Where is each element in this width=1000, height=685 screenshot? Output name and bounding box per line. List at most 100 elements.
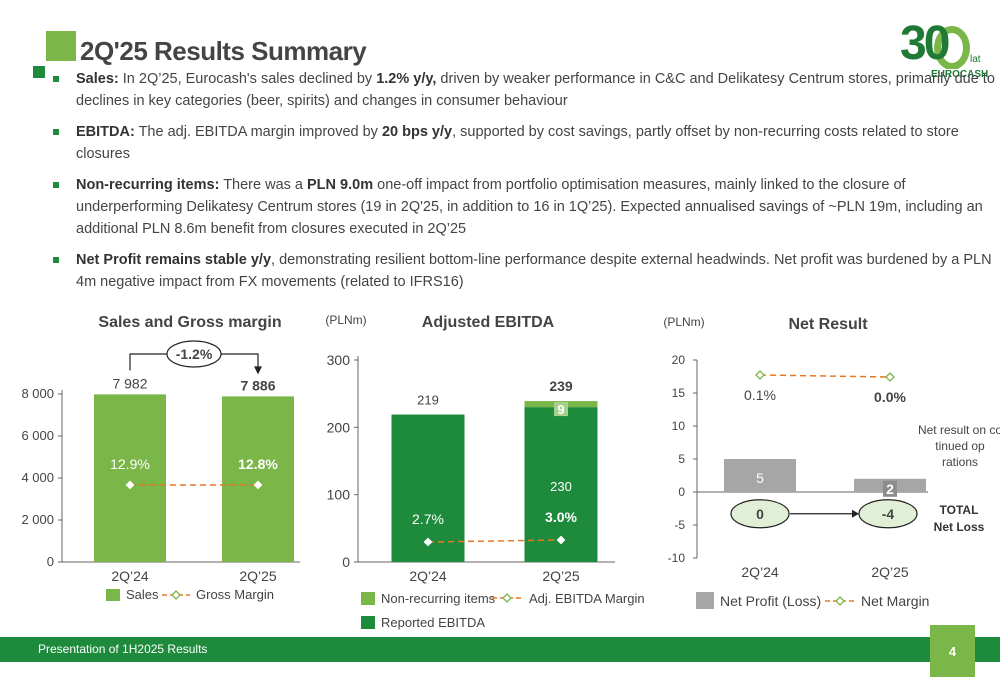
bullet-text: In 2Q’25, Eurocash's sales declined by [118,71,377,87]
y-tick-label: 20 [672,353,686,367]
gross-margin-label: 12.9% [110,456,150,472]
adj-ebitda-margin-line [427,539,562,543]
bullet-square-icon [53,129,59,135]
y-tick-label: 0 [47,554,54,569]
title-decoration-small-square [33,66,45,78]
bullet-bold-text: 1.2% y/y, [376,71,437,87]
legend-swatch-sales [106,589,120,601]
gross-margin-label: 12.8% [238,456,278,472]
sales-bar [222,396,294,562]
chart-title: Net Result [788,316,868,333]
x-tick-label: 2Q’25 [239,568,277,584]
change-oval [166,340,222,368]
chart-title: Sales and Gross margin [98,314,281,331]
x-tick-label: 2Q’24 [111,568,149,584]
net-result-note-line: rations [942,455,978,469]
summary-bullet: Sales: In 2Q’25, Eurocash's sales declin… [50,68,1000,112]
bullet-square-icon [53,182,59,188]
legend-label: Net Margin [861,593,929,609]
y-tick-label: 10 [672,419,686,433]
total-label: 219 [417,393,439,408]
legend-marker-margin [502,593,512,603]
y-tick-label: 5 [678,452,685,466]
bullet-bold-text: Net Profit remains stable y/y [76,252,272,268]
net-result-note-line: tinued op [935,439,985,453]
bullet-text: one-off impact from portfolio optimisati… [76,177,983,237]
footer-text: Presentation of 1H2025 Results [38,642,208,656]
legend-label: Net Profit (Loss) [720,593,821,609]
summary-bullet: Net Profit remains stable y/y, demonstra… [50,249,1000,293]
total-net-note-line: TOTAL [940,503,979,517]
total-net-note-line: Net Loss [934,520,985,534]
chart-title: Adjusted EBITDA [422,314,555,331]
x-tick-label: 2Q’24 [741,564,779,580]
sales-value-label: 7 886 [240,377,275,393]
title-decoration-square [46,31,76,61]
net-profit-label-box [883,480,897,497]
net-margin-line [759,374,891,378]
bullet-bold-text: Non-recurring items: [76,177,220,193]
legend-label: Reported EBITDA [381,615,485,630]
y-tick-label: 100 [327,487,351,503]
y-tick-label: 6 000 [21,428,54,443]
bullet-square-icon [53,257,59,263]
adj-ebitda-margin-label: 2.7% [412,511,444,527]
y-tick-label: -5 [674,518,685,532]
net-margin-marker [885,372,895,382]
legend-marker-margin [171,590,181,600]
logo-suffix: lat [970,54,981,65]
bullet-text: There was a [219,177,308,193]
reported-ebitda-label: 230 [550,479,572,494]
summary-bullet: EBITDA: The adj. EBITDA margin improved … [50,121,1000,165]
net-margin-label: 0.1% [744,387,776,403]
change-annotation: -1.2% [176,346,213,362]
non-recurring-label: 9 [557,402,564,417]
bullet-square-icon [53,76,59,82]
footer-bar: Presentation of 1H2025 Results [0,637,1000,662]
change-arrow-icon [254,366,262,375]
total-net-label: 0 [756,506,764,522]
net-profit-bar [724,459,796,492]
y-tick-label: 15 [672,386,686,400]
bullet-text: driven by weaker performance in C&C and … [76,71,995,109]
sales-value-label: 7 982 [112,375,147,391]
x-tick-label: 2Q’24 [409,568,447,584]
x-tick-label: 2Q’25 [871,564,909,580]
y-tick-label: 2 000 [21,512,54,527]
summary-bullet: Non-recurring items: There was a PLN 9.0… [50,174,1000,240]
y-tick-label: 0 [678,485,685,499]
total-label: 239 [549,378,573,394]
legend-label: Adj. EBITDA Margin [529,591,645,606]
page-title: 2Q'25 Results Summary [80,36,367,66]
y-tick-label: 300 [327,352,351,368]
logo-number: 30 [900,17,950,70]
unit-label: (PLNm) [325,313,366,327]
non-recurring-label-box [554,402,568,417]
logo-ring-icon [934,26,970,70]
adj-ebitda-margin-label: 3.0% [545,509,577,525]
unit-label: (PLNm) [663,315,704,329]
y-tick-label: -10 [668,551,686,565]
total-oval [858,499,918,529]
net-profit-label: 5 [756,470,764,486]
adj-ebitda-margin-marker [556,535,566,545]
gross-margin-marker [125,480,135,490]
total-net-note: TOTAL Net Loss [934,503,985,534]
legend-swatch-nonrec [361,592,375,605]
y-tick-label: 4 000 [21,470,54,485]
total-arrow-icon [852,509,859,518]
net-margin-marker [755,370,765,380]
logo-brand: EUROCASH [930,69,990,80]
summary-bullets: Sales: In 2Q’25, Eurocash's sales declin… [50,68,1000,302]
bullet-bold-text: EBITDA: [76,124,135,140]
gross-margin-marker [253,480,263,490]
adj-ebitda-margin-marker [423,537,433,547]
total-net-label: -4 [882,506,895,522]
page-number: 4 [930,625,975,677]
bullet-text: , demonstrating resilient bottom-line pe… [76,252,992,290]
legend-swatch-net [696,592,714,609]
total-oval [730,499,790,529]
bullet-bold-text: PLN 9.0m [307,177,374,193]
bullet-text: , supported by cost savings, partly offs… [76,124,959,162]
legend-marker-margin [835,596,845,606]
